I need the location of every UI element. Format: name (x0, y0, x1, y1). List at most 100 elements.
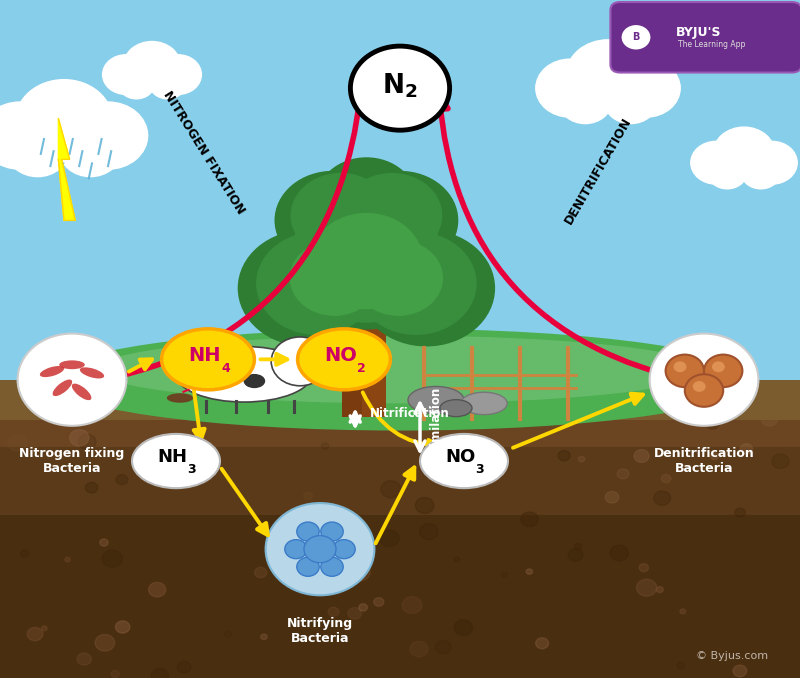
Circle shape (152, 442, 168, 456)
Circle shape (321, 557, 343, 576)
Circle shape (714, 127, 775, 179)
Circle shape (111, 671, 119, 677)
Text: 4: 4 (222, 361, 230, 375)
Circle shape (322, 443, 329, 450)
Circle shape (704, 355, 742, 387)
Text: The Learning App: The Learning App (678, 40, 746, 49)
Circle shape (290, 241, 378, 315)
Ellipse shape (298, 329, 390, 390)
Circle shape (666, 355, 704, 387)
Circle shape (526, 569, 533, 574)
Circle shape (402, 597, 422, 614)
Text: Assimilation: Assimilation (430, 386, 442, 468)
FancyBboxPatch shape (0, 380, 800, 420)
Circle shape (6, 125, 69, 176)
Circle shape (356, 233, 476, 334)
FancyBboxPatch shape (0, 515, 800, 678)
Text: DENITRIFICATION: DENITRIFICATION (562, 115, 634, 226)
Text: B: B (632, 33, 640, 42)
Circle shape (612, 59, 680, 117)
Circle shape (8, 435, 27, 451)
Circle shape (693, 381, 706, 392)
Circle shape (206, 407, 214, 415)
Ellipse shape (96, 336, 704, 403)
Circle shape (102, 55, 150, 94)
Ellipse shape (80, 367, 104, 378)
Text: BYJU'S: BYJU'S (676, 26, 722, 39)
Circle shape (254, 567, 267, 578)
Circle shape (639, 563, 649, 572)
Ellipse shape (48, 329, 752, 431)
Circle shape (297, 522, 319, 541)
Text: Nitrification: Nitrification (370, 407, 450, 420)
Circle shape (740, 443, 753, 454)
Circle shape (321, 522, 343, 541)
Circle shape (415, 498, 434, 513)
Circle shape (374, 598, 384, 606)
Circle shape (77, 653, 91, 665)
Circle shape (707, 156, 747, 188)
Text: © Byjus.com: © Byjus.com (696, 651, 768, 661)
Circle shape (149, 582, 166, 597)
Circle shape (285, 540, 307, 559)
Circle shape (21, 550, 29, 557)
Circle shape (291, 174, 390, 258)
Circle shape (677, 662, 685, 669)
Circle shape (178, 662, 191, 673)
Circle shape (0, 102, 59, 170)
Circle shape (290, 193, 442, 322)
Circle shape (454, 620, 473, 635)
Circle shape (261, 634, 267, 639)
Circle shape (662, 475, 671, 483)
Circle shape (521, 512, 538, 527)
Ellipse shape (132, 434, 220, 488)
Circle shape (71, 416, 83, 426)
Ellipse shape (211, 361, 245, 382)
Circle shape (610, 545, 629, 561)
Ellipse shape (40, 366, 64, 377)
Text: NITROGEN FIXATION: NITROGEN FIXATION (161, 89, 247, 216)
Circle shape (292, 551, 307, 563)
FancyBboxPatch shape (342, 329, 362, 417)
Polygon shape (58, 119, 75, 220)
Circle shape (350, 564, 370, 581)
Circle shape (150, 68, 186, 99)
Circle shape (735, 508, 746, 517)
Circle shape (102, 550, 122, 567)
Circle shape (154, 55, 202, 94)
Circle shape (650, 334, 758, 426)
Ellipse shape (72, 384, 91, 400)
Circle shape (238, 231, 374, 346)
Circle shape (690, 142, 742, 184)
Circle shape (42, 626, 47, 631)
Text: 3: 3 (476, 463, 484, 477)
Circle shape (634, 450, 649, 462)
Circle shape (333, 540, 355, 559)
Circle shape (654, 491, 670, 505)
Text: Nitrifying
Bacteria: Nitrifying Bacteria (287, 617, 353, 645)
Circle shape (558, 79, 612, 123)
Circle shape (304, 536, 336, 563)
Circle shape (622, 25, 650, 49)
Circle shape (86, 483, 98, 493)
Circle shape (706, 418, 719, 429)
Circle shape (536, 59, 604, 117)
Circle shape (419, 523, 438, 540)
Circle shape (310, 214, 422, 308)
Text: Denitrification
Bacteria: Denitrification Bacteria (654, 447, 754, 475)
Circle shape (680, 609, 686, 614)
FancyBboxPatch shape (0, 447, 800, 678)
Circle shape (710, 453, 718, 460)
FancyBboxPatch shape (0, 380, 800, 678)
Circle shape (348, 607, 362, 619)
Circle shape (685, 374, 723, 407)
Circle shape (772, 454, 789, 468)
Circle shape (266, 503, 374, 595)
Circle shape (637, 579, 657, 596)
Text: © Byju’s.com: © Byju’s.com (317, 317, 451, 334)
Ellipse shape (408, 386, 464, 414)
FancyBboxPatch shape (610, 2, 800, 73)
Circle shape (410, 641, 428, 657)
Ellipse shape (420, 434, 508, 488)
FancyBboxPatch shape (348, 268, 386, 417)
